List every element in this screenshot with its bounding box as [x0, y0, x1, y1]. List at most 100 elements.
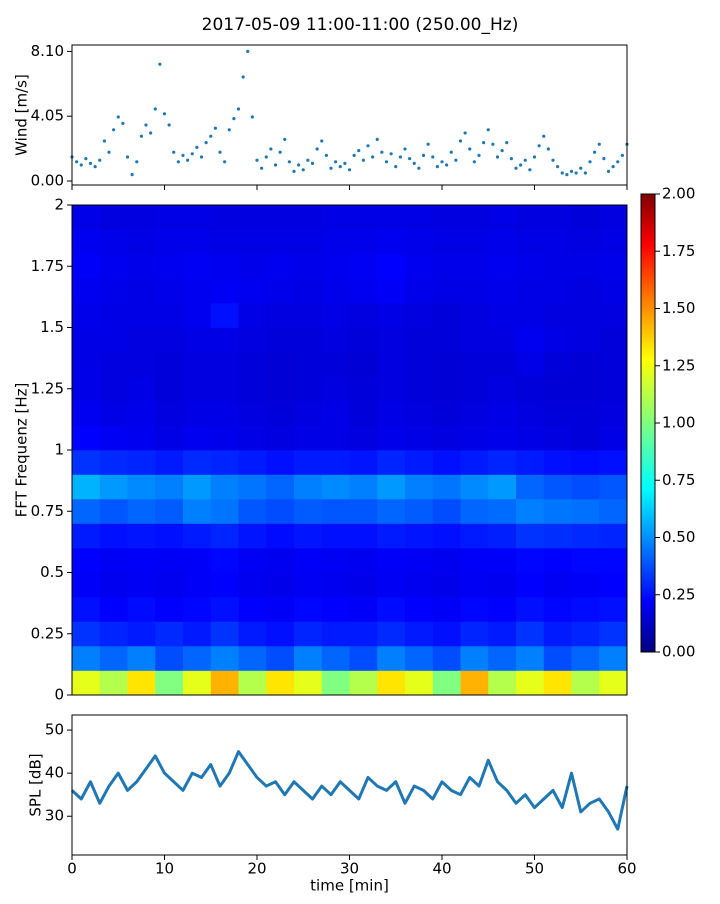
spectrogram-cell — [72, 450, 101, 475]
spectrogram-cell — [543, 376, 572, 402]
spectrogram-cell — [349, 646, 378, 671]
spectrogram-cell — [127, 523, 156, 549]
spectrogram-cell — [127, 376, 156, 402]
spectrogram-cell — [238, 474, 267, 500]
y-tick-label: 40 — [45, 764, 64, 782]
spectrogram-cell — [321, 205, 350, 230]
spectrogram-cell — [571, 621, 600, 647]
spectrogram-cell — [432, 425, 461, 451]
wind-point — [412, 161, 416, 165]
spectrogram-cell — [349, 376, 378, 402]
spectrogram-cell — [377, 474, 406, 500]
wind-point — [435, 165, 439, 169]
spectrogram-cell — [183, 425, 212, 451]
colorbar-tick-label: 1.75 — [662, 242, 695, 260]
x-tick-label: 60 — [617, 860, 636, 878]
wind-point — [343, 161, 347, 165]
spectrogram-cell — [321, 229, 350, 255]
spectrogram-cell — [99, 646, 128, 671]
spectrogram-cell — [210, 254, 239, 279]
spectrogram-cell — [405, 425, 434, 451]
spectrogram-cell — [349, 303, 378, 328]
spectrogram-cell — [183, 303, 212, 328]
spectrogram-cell — [488, 621, 517, 647]
spectrogram-cell — [571, 327, 600, 353]
spectrogram-cell — [543, 499, 572, 524]
spectrogram-cell — [516, 327, 545, 353]
spectrogram-cell — [543, 474, 572, 500]
wind-point — [223, 160, 227, 164]
spectrogram-cell — [599, 229, 628, 255]
wind-point — [440, 160, 444, 164]
spectrogram-cell — [294, 548, 323, 573]
y-tick-label: 1 — [54, 441, 64, 459]
spectrogram-cell — [155, 401, 184, 426]
spectrogram-cell — [543, 572, 572, 598]
spectrogram-cell — [488, 205, 517, 230]
spectrogram-cell — [432, 523, 461, 549]
spectrogram-cell — [516, 474, 545, 500]
spectrogram-cell — [210, 303, 239, 328]
spectrogram-cell — [599, 450, 628, 475]
spectrogram-cell — [516, 254, 545, 279]
spectrogram-cell — [488, 597, 517, 622]
spectrogram-cell — [99, 499, 128, 524]
spectrogram-cell — [99, 425, 128, 451]
spectrogram-cell — [238, 572, 267, 598]
spectrogram-cell — [377, 597, 406, 622]
wind-point — [116, 115, 120, 119]
spectrogram-cell — [183, 376, 212, 402]
spectrogram-cell — [488, 646, 517, 671]
wind-point — [403, 147, 407, 151]
spectrogram-cell — [321, 523, 350, 549]
spectrogram-cell — [183, 401, 212, 426]
wind-point — [606, 169, 611, 173]
spectrogram-cell — [405, 327, 434, 353]
spectrogram-cell — [516, 523, 545, 549]
spectrogram-cell — [127, 474, 156, 500]
spectrogram-cell — [210, 646, 239, 671]
spectrogram-cell — [99, 352, 128, 377]
spectrogram-cell — [432, 352, 461, 377]
wind-point — [181, 153, 185, 157]
spectrogram-cell — [155, 254, 184, 279]
wind-point — [546, 147, 550, 151]
spectrogram-cell — [460, 205, 489, 230]
y-tick-label: 4.05 — [31, 107, 64, 125]
spectrogram-cell — [321, 670, 350, 696]
spectrogram-cell — [571, 254, 600, 279]
colorbar-tick-label: 1.00 — [662, 414, 695, 432]
spectrogram-cell — [210, 229, 239, 255]
wind-point — [449, 150, 453, 154]
spectrogram-cell — [377, 621, 406, 647]
wind-point — [121, 121, 125, 125]
spectrogram-cell — [571, 352, 600, 377]
spectrogram-cell — [349, 278, 378, 304]
spectrogram-cell — [460, 474, 489, 500]
spectrogram-cell — [405, 572, 434, 598]
spectrogram-cell — [460, 597, 489, 622]
wind-point — [357, 149, 361, 153]
x-tick-label: 0 — [67, 860, 77, 878]
spectrogram-cell — [516, 621, 545, 647]
spectrogram-cell — [155, 450, 184, 475]
spectrogram-cell — [183, 670, 212, 696]
x-tick-label: 30 — [340, 860, 359, 878]
spectrogram-cell — [460, 499, 489, 524]
wind-point — [366, 144, 370, 148]
wind-point — [495, 155, 500, 159]
spectrogram-cell — [377, 450, 406, 475]
spectrogram-cell — [210, 425, 239, 451]
spectrogram-cell — [460, 229, 489, 255]
spectrogram-cell — [460, 352, 489, 377]
spectrogram-cell — [377, 278, 406, 304]
spectrogram-cell — [294, 499, 323, 524]
wind-point — [514, 166, 518, 170]
y-axis-label: SPL [dB] — [27, 753, 45, 816]
wind-point — [204, 141, 208, 145]
spectrogram-cell — [294, 352, 323, 377]
spectrogram-cell — [155, 327, 184, 353]
spectrogram-cell — [127, 670, 156, 696]
spectrogram-cell — [72, 474, 101, 500]
